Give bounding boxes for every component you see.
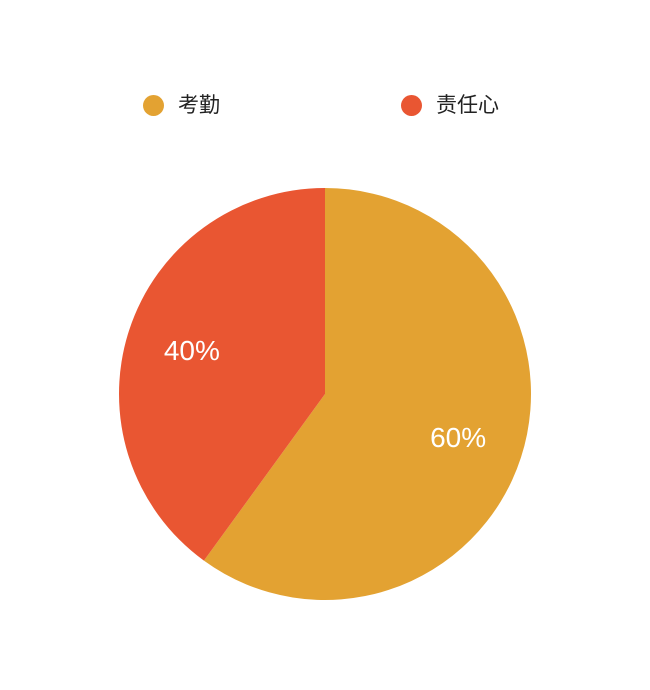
pie-slice-labels: 60% 40%: [164, 335, 486, 453]
pie-label-attendance: 60%: [430, 422, 486, 453]
pie-slice-responsibility[interactable]: [119, 188, 325, 561]
legend-label-attendance: 考勤: [178, 93, 220, 117]
legend-item-responsibility[interactable]: 责任心: [401, 88, 499, 122]
pie-slices: [119, 187, 532, 600]
legend-item-attendance[interactable]: 考勤: [143, 88, 220, 122]
legend-label-responsibility: 责任心: [436, 93, 499, 117]
legend-swatch-responsibility: [401, 94, 422, 116]
chart-legend: 考勤 责任心: [0, 88, 650, 122]
pie-label-responsibility: 40%: [164, 335, 220, 366]
pie-slice-attendance[interactable]: [203, 187, 532, 600]
legend-swatch-attendance: [143, 94, 164, 116]
